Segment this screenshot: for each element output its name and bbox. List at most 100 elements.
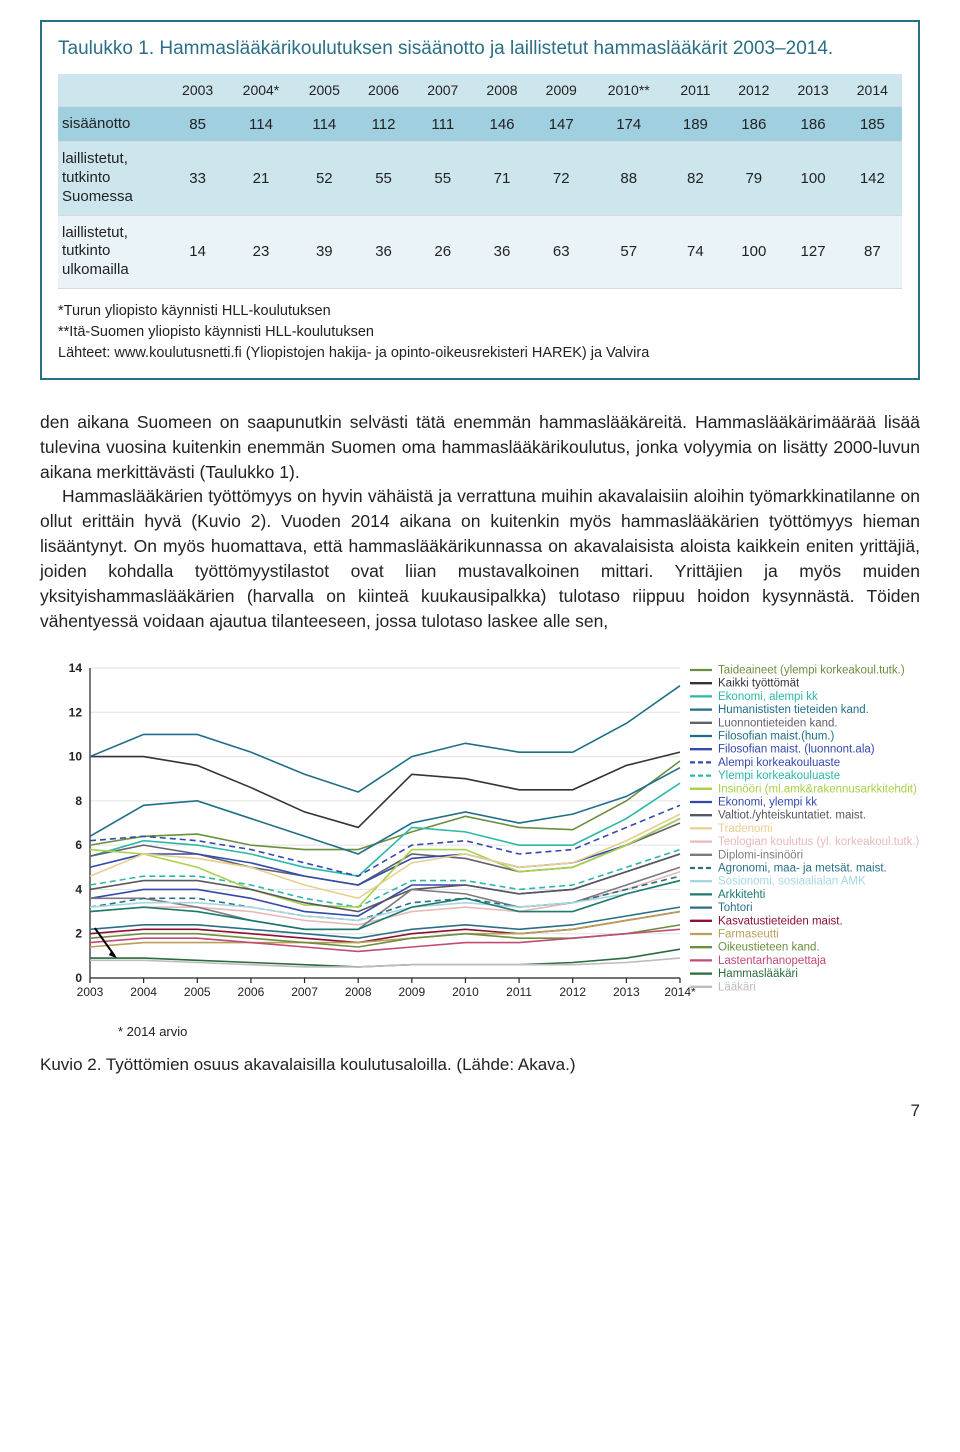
table-cell: 112: [354, 106, 413, 142]
table-col-header: 2013: [783, 74, 842, 107]
table-cell: 23: [227, 215, 294, 288]
chart-caption: Kuvio 2. Työttömien osuus akavalaisilla …: [40, 1055, 920, 1075]
legend-label: Luonnontieteiden kand.: [718, 717, 838, 729]
svg-text:2009: 2009: [398, 985, 425, 999]
table-cell: 71: [472, 142, 531, 215]
legend-label: Tradenomi: [718, 822, 773, 834]
table-col-header: 2008: [472, 74, 531, 107]
table-cell: 147: [532, 106, 591, 142]
table1-row: laillistetut, tutkinto ulkomailla1423393…: [58, 215, 902, 288]
legend-label: Ekonomi, alempi kk: [718, 690, 818, 702]
footnote: **Itä-Suomen yliopisto käynnisti HLL-kou…: [58, 322, 902, 343]
table1-row: laillistetut, tutkinto Suomessa332152555…: [58, 142, 902, 215]
svg-text:2006: 2006: [238, 985, 265, 999]
table-cell: 174: [591, 106, 667, 142]
paragraph: Hammaslääkärien työttömyys on hyvin vähä…: [40, 484, 920, 633]
table-cell: 111: [413, 106, 472, 142]
legend-label: Ekonomi, ylempi kk: [718, 796, 817, 808]
paragraph: den aikana Suomeen on saapunutkin selväs…: [40, 410, 920, 485]
table1: 20032004*200520062007200820092010**20112…: [58, 74, 902, 289]
svg-text:4: 4: [75, 882, 82, 896]
table-cell: 52: [295, 142, 354, 215]
legend-label: Farmaseutti: [718, 928, 779, 940]
svg-text:12: 12: [69, 705, 83, 719]
footnote: *Turun yliopisto käynnisti HLL-koulutuks…: [58, 301, 902, 322]
table-cell: 72: [532, 142, 591, 215]
table-cell: 185: [843, 106, 902, 142]
svg-text:2005: 2005: [184, 985, 211, 999]
table-cell: 189: [667, 106, 725, 142]
legend-label: Teologian koulutus (yl. korkeakoul.tutk.…: [718, 836, 920, 848]
svg-text:14: 14: [69, 661, 83, 675]
legend-label: Insinööri (ml.amk&rakennusarkkitehdit): [718, 783, 917, 795]
table-cell: 74: [667, 215, 725, 288]
legend-label: Sosionomi, sosiaalialan AMK: [718, 875, 866, 887]
table-cell: 26: [413, 215, 472, 288]
legend-label: Humanististen tieteiden kand.: [718, 704, 869, 716]
table1-header-row: 20032004*200520062007200820092010**20112…: [58, 74, 902, 107]
table-row-label: laillistetut, tutkinto Suomessa: [58, 142, 168, 215]
svg-text:2010: 2010: [452, 985, 479, 999]
table-cell: 100: [724, 215, 783, 288]
table-cell: 114: [295, 106, 354, 142]
svg-text:8: 8: [75, 793, 82, 807]
table-cell: 57: [591, 215, 667, 288]
table-cell: 33: [168, 142, 227, 215]
table-cell: 36: [472, 215, 531, 288]
legend-label: Diplomi-insinööri: [718, 849, 803, 861]
table-cell: 55: [354, 142, 413, 215]
svg-text:10: 10: [69, 749, 83, 763]
table-cell: 79: [724, 142, 783, 215]
table-row-label: sisäänotto: [58, 106, 168, 142]
svg-text:2008: 2008: [345, 985, 372, 999]
chart-container: 0246810121420032004200520062007200820092…: [40, 658, 920, 1039]
table-col-header: 2011: [667, 74, 725, 107]
legend-label: Alempi korkeakouluaste: [718, 756, 840, 768]
legend-label: Tohtori: [718, 902, 753, 914]
table-col-header: 2004*: [227, 74, 294, 107]
table-cell: 87: [843, 215, 902, 288]
legend-label: Oikeustieteen kand.: [718, 941, 820, 953]
legend-label: Kasvatustieteiden maist.: [718, 915, 843, 927]
svg-text:0: 0: [75, 971, 82, 985]
table-col-header: 2003: [168, 74, 227, 107]
table-col-header: 2014: [843, 74, 902, 107]
table1-container: Taulukko 1. Hammaslääkärikoulutuksen sis…: [40, 20, 920, 380]
table-col-header: 2012: [724, 74, 783, 107]
table-col-header: 2007: [413, 74, 472, 107]
svg-text:2: 2: [75, 926, 82, 940]
legend-label: Agronomi, maa- ja metsät. maist.: [718, 862, 887, 874]
table-cell: 39: [295, 215, 354, 288]
table1-footnotes: *Turun yliopisto käynnisti HLL-koulutuks…: [58, 301, 902, 364]
table-corner: [58, 74, 168, 107]
table-cell: 21: [227, 142, 294, 215]
svg-text:6: 6: [75, 838, 82, 852]
legend-label: Filosofian maist.(hum.): [718, 730, 834, 742]
table-cell: 142: [843, 142, 902, 215]
table-cell: 114: [227, 106, 294, 142]
table-col-header: 2005: [295, 74, 354, 107]
svg-text:2003: 2003: [77, 985, 104, 999]
table-cell: 82: [667, 142, 725, 215]
table-cell: 146: [472, 106, 531, 142]
chart-x-note: * 2014 arvio: [118, 1024, 920, 1039]
table-col-header: 2010**: [591, 74, 667, 107]
table-cell: 14: [168, 215, 227, 288]
svg-text:2004: 2004: [130, 985, 157, 999]
table-cell: 36: [354, 215, 413, 288]
legend-label: Taideaineet (ylempi korkeakoul.tutk.): [718, 664, 905, 676]
legend-label: Lastentarhanopettaja: [718, 954, 827, 966]
table-cell: 186: [783, 106, 842, 142]
legend-label: Valtiot./yhteiskuntatiet. maist.: [718, 809, 866, 821]
line-chart: 0246810121420032004200520062007200820092…: [40, 658, 920, 1018]
body-text: den aikana Suomeen on saapunutkin selväs…: [40, 410, 920, 634]
table1-title: Taulukko 1. Hammaslääkärikoulutuksen sis…: [58, 36, 902, 62]
table-cell: 127: [783, 215, 842, 288]
table-col-header: 2006: [354, 74, 413, 107]
svg-text:2013: 2013: [613, 985, 640, 999]
table-cell: 88: [591, 142, 667, 215]
table-cell: 63: [532, 215, 591, 288]
svg-text:2012: 2012: [559, 985, 586, 999]
table-col-header: 2009: [532, 74, 591, 107]
table-row-label: laillistetut, tutkinto ulkomailla: [58, 215, 168, 288]
